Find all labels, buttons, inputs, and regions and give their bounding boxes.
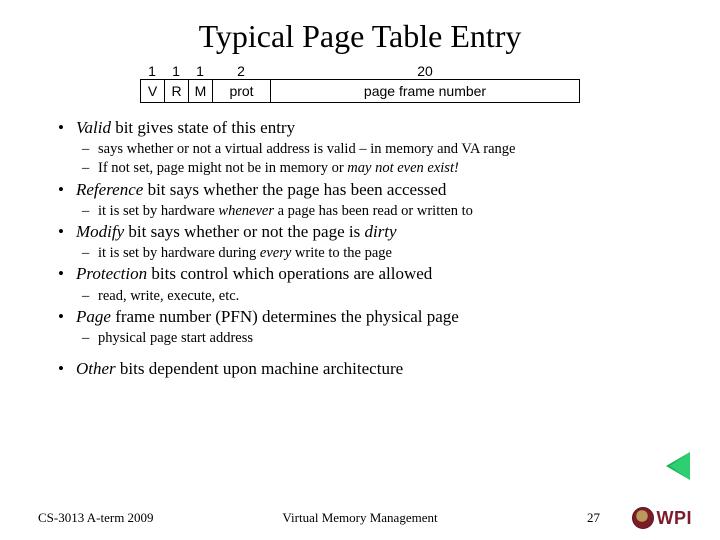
bullet-valid: Valid bit gives state of this entry — [58, 117, 682, 138]
sub-pfn-1: physical page start address — [58, 329, 682, 347]
em: may not even exist! — [347, 160, 459, 176]
text: bits control which operations are allowe… — [147, 264, 432, 283]
wpi-text: WPI — [657, 508, 693, 529]
pte-bitwidth-row: 1 1 1 2 20 — [140, 63, 580, 79]
sub-valid-2: If not set, page might not be in memory … — [58, 159, 682, 177]
pte-diagram: 1 1 1 2 20 V R M prot page frame number — [140, 63, 580, 103]
text: bit gives state of this entry — [111, 118, 295, 137]
em-dirty: dirty — [364, 222, 396, 241]
field-r: R — [165, 80, 189, 102]
prev-slide-arrow-icon[interactable] — [666, 452, 690, 480]
em-other: Other — [76, 359, 116, 378]
em-page: Page — [76, 307, 111, 326]
bullet-modify: Modify bit says whether or not the page … — [58, 221, 682, 242]
content-area: Valid bit gives state of this entry says… — [0, 117, 720, 379]
sub-reference-1: it is set by hardware whenever a page ha… — [58, 202, 682, 220]
bullet-other: Other bits dependent upon machine archit… — [58, 358, 682, 379]
text: bits dependent upon machine architecture — [116, 359, 403, 378]
bullet-pfn: Page frame number (PFN) determines the p… — [58, 306, 682, 327]
text: frame number (PFN) determines the physic… — [111, 307, 459, 326]
text: bit says whether or not the page is — [124, 222, 364, 241]
bullet-reference: Reference bit says whether the page has … — [58, 179, 682, 200]
em: every — [260, 245, 291, 261]
field-pfn: page frame number — [271, 80, 579, 102]
sub-protection-1: read, write, execute, etc. — [58, 287, 682, 305]
field-v: V — [141, 80, 165, 102]
width-pfn: 20 — [270, 63, 580, 79]
width-r: 1 — [164, 63, 188, 79]
wpi-seal-icon — [632, 507, 654, 529]
sub-valid-1: says whether or not a virtual address is… — [58, 140, 682, 158]
width-prot: 2 — [212, 63, 270, 79]
field-prot: prot — [213, 80, 271, 102]
pte-field-row: V R M prot page frame number — [140, 79, 580, 103]
text: it is set by hardware — [98, 203, 218, 219]
footer-page-number: 27 — [587, 510, 600, 526]
footer: CS-3013 A-term 2009 Virtual Memory Manag… — [0, 510, 720, 526]
text: If not set, page might not be in memory … — [98, 160, 347, 176]
sub-modify-1: it is set by hardware during every write… — [58, 244, 682, 262]
text: bit says whether the page has been acces… — [143, 180, 446, 199]
em-valid: Valid — [76, 118, 111, 137]
text: it is set by hardware during — [98, 245, 260, 261]
em-protection: Protection — [76, 264, 147, 283]
em: whenever — [218, 203, 274, 219]
em-modify: Modify — [76, 222, 124, 241]
footer-course: CS-3013 A-term 2009 — [38, 510, 154, 526]
field-m: M — [189, 80, 213, 102]
bullet-protection: Protection bits control which operations… — [58, 263, 682, 284]
width-v: 1 — [140, 63, 164, 79]
text: write to the page — [291, 245, 392, 261]
slide-title: Typical Page Table Entry — [0, 0, 720, 63]
width-m: 1 — [188, 63, 212, 79]
em-reference: Reference — [76, 180, 143, 199]
text: a page has been read or written to — [274, 203, 473, 219]
footer-logo: WPI — [632, 507, 693, 529]
